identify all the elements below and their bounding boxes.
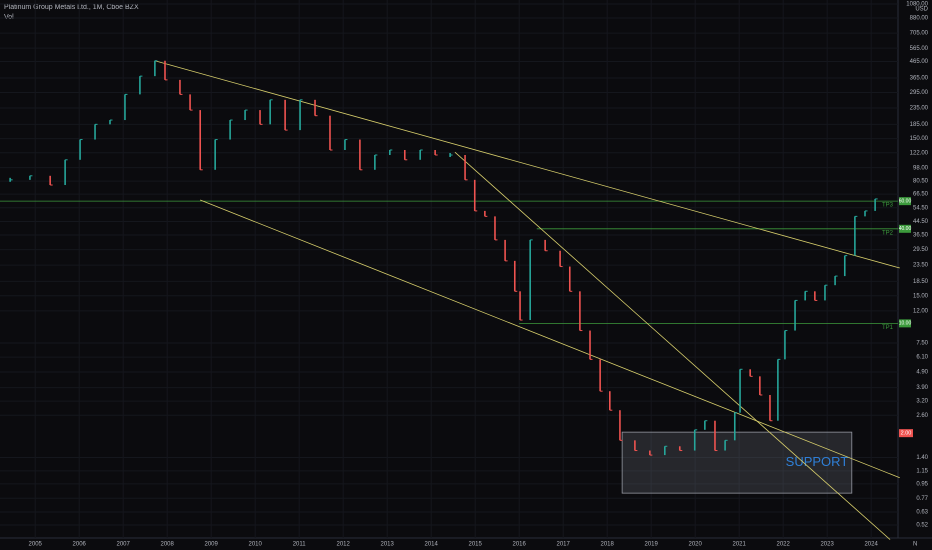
chart-title: Platinum Group Metals Ltd., 1M, Cboe BZX bbox=[4, 4, 139, 11]
x-tick-label: 2018 bbox=[600, 542, 614, 548]
x-tick-label: 2013 bbox=[381, 542, 395, 548]
last-price-badge bbox=[899, 429, 913, 438]
y-tick-label: 295.00 bbox=[910, 90, 929, 96]
level-badge bbox=[899, 319, 911, 328]
y-tick-label: 54.50 bbox=[913, 205, 929, 211]
x-tick-label: 2015 bbox=[468, 542, 482, 548]
y-tick-label: 3.20 bbox=[916, 399, 928, 405]
x-tick-label: 2014 bbox=[425, 542, 439, 548]
level-badge bbox=[899, 197, 911, 206]
level-label: 40.00 bbox=[899, 226, 912, 232]
level-name: TP3 bbox=[882, 203, 894, 209]
x-tick-label: 2006 bbox=[73, 542, 87, 548]
y-tick-label: 0.63 bbox=[916, 510, 928, 516]
level-label: 10.00 bbox=[899, 321, 912, 327]
y-tick-label: 36.50 bbox=[913, 233, 929, 239]
y-tick-label: 0.95 bbox=[916, 482, 928, 488]
y-tick-label: 465.00 bbox=[910, 59, 929, 65]
x-tick-label: 2011 bbox=[293, 542, 307, 548]
y-tick-label: 1.40 bbox=[916, 455, 928, 461]
level-label: 60.00 bbox=[899, 198, 912, 204]
y-tick-label: 705.00 bbox=[910, 31, 929, 37]
x-tick-label: 2024 bbox=[864, 542, 878, 548]
y-tick-label: 235.00 bbox=[910, 106, 929, 112]
x-tick-label: 2012 bbox=[337, 542, 351, 548]
trend-line bbox=[200, 199, 900, 479]
y-tick-label: 12.00 bbox=[913, 309, 929, 315]
y-tick-label: 1.15 bbox=[916, 468, 928, 474]
x-tick-label: 2007 bbox=[117, 542, 131, 548]
currency: USD bbox=[915, 7, 928, 13]
y-tick-label: 7.50 bbox=[916, 341, 928, 347]
y-tick-label: 15.00 bbox=[913, 293, 929, 299]
x-tick-label: 2019 bbox=[644, 542, 658, 548]
last-price-label: 2.00 bbox=[901, 431, 912, 437]
trend-line bbox=[154, 60, 900, 269]
level-name: TP1 bbox=[882, 325, 894, 331]
level-name: TP2 bbox=[882, 230, 894, 236]
y-tick-label: 3.90 bbox=[916, 385, 928, 391]
support-zone bbox=[621, 431, 853, 494]
x-tick-label: 2021 bbox=[732, 542, 746, 548]
volume-label: Vol bbox=[4, 14, 14, 21]
y-tick-label: 365.00 bbox=[910, 76, 929, 82]
x-tick-label: 2017 bbox=[556, 542, 570, 548]
y-tick-label: 4.90 bbox=[916, 370, 928, 376]
support-label: SUPPORT bbox=[786, 454, 849, 469]
x-tick-label: 2023 bbox=[820, 542, 834, 548]
y-tick-label: 66.50 bbox=[913, 192, 929, 198]
x-tick-label: N bbox=[913, 542, 917, 548]
y-tick-label: 18.50 bbox=[913, 279, 929, 285]
y-tick-label: 23.50 bbox=[913, 263, 929, 269]
y-tick-label: 880.00 bbox=[910, 16, 929, 22]
y-tick-label: 80.50 bbox=[913, 179, 929, 185]
y-tick-label: 6.10 bbox=[916, 355, 928, 361]
y-tick-label: 185.00 bbox=[910, 122, 929, 128]
trend-line bbox=[454, 151, 891, 540]
y-tick-label: 98.00 bbox=[913, 165, 929, 171]
y-tick-label: 44.50 bbox=[913, 219, 929, 225]
y-tick-label: 0.52 bbox=[916, 523, 928, 529]
x-tick-label: 2009 bbox=[205, 542, 219, 548]
x-tick-label: 2005 bbox=[29, 542, 43, 548]
level-badge bbox=[899, 224, 911, 233]
y-tick-label: 0.77 bbox=[916, 496, 928, 502]
y-tick-label: 2.60 bbox=[916, 413, 928, 419]
y-tick-label: 122.00 bbox=[910, 150, 929, 156]
y-tick-label: 565.00 bbox=[910, 46, 929, 52]
y-tick-label: 29.50 bbox=[913, 247, 929, 253]
x-tick-label: 2008 bbox=[161, 542, 175, 548]
x-tick-label: 2020 bbox=[688, 542, 702, 548]
x-tick-label: 2016 bbox=[512, 542, 526, 548]
y-tick-label: 150.00 bbox=[910, 136, 929, 142]
x-tick-label: 2010 bbox=[249, 542, 263, 548]
y-tick-label: 1080.00 bbox=[906, 2, 928, 8]
x-tick-label: 2022 bbox=[776, 542, 790, 548]
